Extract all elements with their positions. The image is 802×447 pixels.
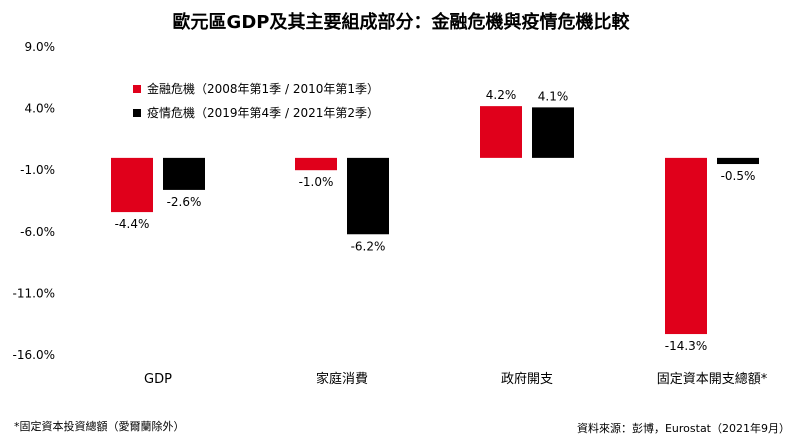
bar-pandemic-crisis [347, 157, 389, 235]
chart-title: 歐元區GDP及其主要組成部分：金融危機與疫情危機比較 [172, 12, 630, 33]
x-category-label: 政府開支 [501, 372, 553, 387]
data-label: 4.2% [486, 88, 517, 102]
footnote: *固定資本投資總額（愛爾蘭除外） [14, 420, 185, 433]
data-label: -0.5% [721, 169, 756, 183]
data-label: -14.3% [665, 339, 707, 353]
y-tick-label: -1.0% [20, 163, 55, 177]
bar-pandemic-crisis [717, 157, 759, 165]
x-axis: GDP 家庭消費 政府開支 固定資本開支總額* [144, 371, 768, 387]
bar-financial-crisis [295, 157, 337, 171]
y-tick-label: -6.0% [20, 225, 55, 239]
y-tick-label: -16.0% [13, 348, 55, 362]
legend-label: 金融危機（2008年第1季 / 2010年第1季） [147, 81, 379, 96]
data-label: 4.1% [538, 89, 569, 103]
data-label: -6.2% [351, 239, 386, 253]
bar-pandemic-crisis [163, 157, 205, 190]
legend-swatch [133, 85, 141, 93]
legend-label: 疫情危機（2019年第4季 / 2021年第2季） [147, 105, 379, 120]
x-category-label: 固定資本開支總額* [657, 371, 768, 387]
y-tick-label: -11.0% [13, 286, 55, 300]
y-tick-label: 9.0% [25, 40, 56, 54]
bar-financial-crisis [665, 157, 707, 335]
legend-swatch [133, 109, 141, 117]
y-tick-label: 4.0% [25, 102, 56, 116]
data-label: -4.4% [115, 217, 150, 231]
source-note: 資料來源：彭博，Eurostat（2021年9月） [576, 422, 790, 435]
bar-financial-crisis [480, 106, 522, 158]
x-category-label: 家庭消費 [316, 371, 368, 387]
bars: -4.4% -1.0% 4.2% -14.3% -2.6% -6.2% 4.1% -0.5% [111, 88, 759, 353]
data-label: -2.6% [167, 195, 202, 209]
y-axis: 9.0% 4.0% -1.0% -6.0% -11.0% -16.0% [13, 40, 55, 362]
x-category-label: GDP [144, 372, 172, 387]
bar-pandemic-crisis [532, 107, 574, 158]
legend: 金融危機（2008年第1季 / 2010年第1季） 疫情危機（2019年第4季 /… [133, 81, 379, 120]
bar-financial-crisis [111, 157, 153, 213]
data-label: -1.0% [299, 175, 334, 189]
